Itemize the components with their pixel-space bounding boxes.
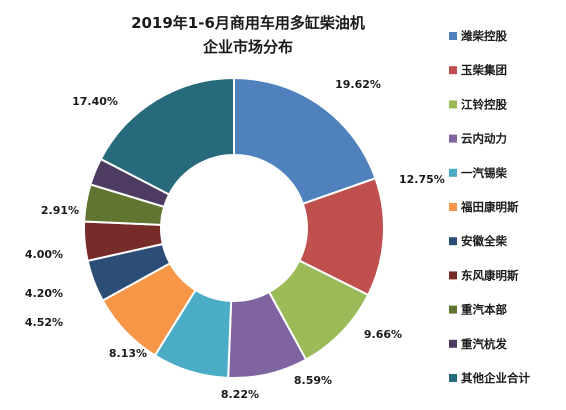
legend-label: 福田康明斯 (460, 200, 519, 214)
slice-value-label: 9.66% (364, 328, 402, 341)
chart-title-line-1: 2019年1-6月商用车用多缸柴油机 (131, 14, 365, 32)
slice-value-label: 4.20% (25, 287, 63, 300)
donut-slice (233, 76, 377, 206)
slice-value-label: 4.52% (25, 316, 63, 329)
slice-value-label: 17.40% (72, 95, 118, 108)
legend-label: 重汽本部 (461, 303, 507, 317)
slice-value-label: 8.13% (109, 347, 147, 360)
chart-title-line-2: 企业市场分布 (202, 38, 293, 56)
legend-swatch (449, 168, 457, 177)
legend-label: 江铃控股 (461, 97, 507, 111)
slice-value-label: 4.00% (25, 248, 63, 261)
legend-swatch (449, 237, 457, 246)
slice-value-label: 8.59% (294, 374, 332, 387)
legend-swatch (449, 305, 457, 314)
slice-value-label: 8.22% (221, 388, 259, 401)
legend-label: 一汽锡柴 (461, 166, 507, 180)
legend-label: 潍柴控股 (461, 29, 507, 43)
legend-swatch (449, 66, 457, 75)
slice-value-labels: 19.62% 12.75% 9.66% 8.59% 8.22% 8.13% 4.52% 4.2… (25, 78, 445, 401)
slice-value-label: 12.75% (399, 173, 445, 186)
legend-label: 东风康明斯 (461, 268, 519, 282)
legend-swatch (449, 203, 457, 211)
legend-label: 云内动力 (461, 132, 507, 146)
legend-label: 其他企业合计 (461, 371, 530, 385)
legend-swatch (449, 100, 457, 109)
legend-label: 重汽杭发 (461, 337, 507, 351)
legend-swatch (449, 32, 457, 40)
legend-label: 玉柴集团 (461, 63, 507, 77)
legend-swatch (449, 374, 457, 382)
donut-slices (83, 76, 385, 379)
legend-swatch (449, 339, 457, 348)
legend: 潍柴控股玉柴集团江铃控股云内动力一汽锡柴福田康明斯安徽全柴东风康明斯重汽本部重汽… (449, 29, 530, 385)
legend-swatch (449, 271, 457, 280)
slice-value-label: 19.62% (335, 78, 381, 91)
legend-swatch (449, 134, 457, 143)
donut-slice (99, 76, 235, 196)
legend-label: 安徽全柴 (461, 234, 507, 248)
slice-value-label: 2.91% (41, 204, 79, 217)
